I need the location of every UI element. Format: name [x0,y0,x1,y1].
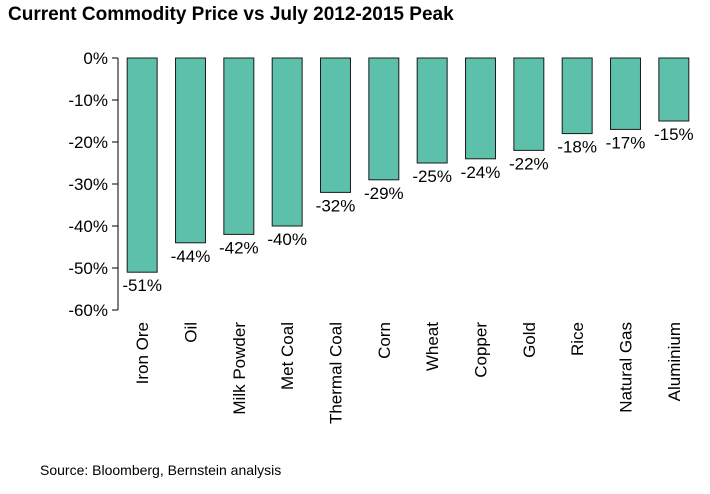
category-label: Met Coal [278,322,297,390]
bar-copper [465,57,496,160]
y-tick-label: -30% [68,175,108,194]
data-label: -15% [654,125,694,144]
data-label: -22% [509,154,549,173]
category-label: Gold [520,322,539,358]
category-label: Thermal Coal [327,322,346,424]
data-label: -17% [606,133,646,152]
category-label: Oil [182,322,201,343]
bar-thermal-coal [320,57,351,193]
data-label: -29% [364,184,404,203]
bar-aluminium [658,57,690,122]
category-label: Rice [568,322,587,356]
data-label: -44% [171,247,211,266]
category-label: Natural Gas [617,322,636,413]
bar-gold [513,57,545,151]
bar-corn [368,57,400,181]
category-label: Wheat [423,322,442,371]
y-tick-label: -20% [68,133,108,152]
chart-title: Current Commodity Price vs July 2012-201… [8,4,454,25]
category-label: Corn [375,322,394,359]
y-tick-label: -40% [68,217,108,236]
bar-iron-ore [126,57,158,273]
data-label: -32% [316,196,356,215]
bar-rice [561,57,593,135]
data-label: -24% [461,163,501,182]
data-label: -25% [412,167,452,186]
bar-wheat [416,57,448,164]
bar-natural-gas [610,57,641,130]
bar-met-coal [271,57,303,227]
category-label: Aluminium [665,322,684,401]
data-label: -51% [122,276,162,295]
data-label: -18% [557,138,597,157]
y-tick-label: -10% [68,91,108,110]
category-label: Iron Ore [133,322,152,384]
category-label: Milk Powder [230,322,249,415]
source-note: Source: Bloomberg, Bernstein analysis [40,462,282,478]
bar-oil [175,57,206,244]
y-tick-label: -60% [68,301,108,320]
y-tick-label: -50% [68,259,108,278]
data-label: -40% [267,230,307,249]
category-label: Copper [472,322,491,378]
data-label: -42% [219,238,259,257]
bar-milk-powder [223,57,255,235]
y-tick-label: 0% [83,49,108,68]
